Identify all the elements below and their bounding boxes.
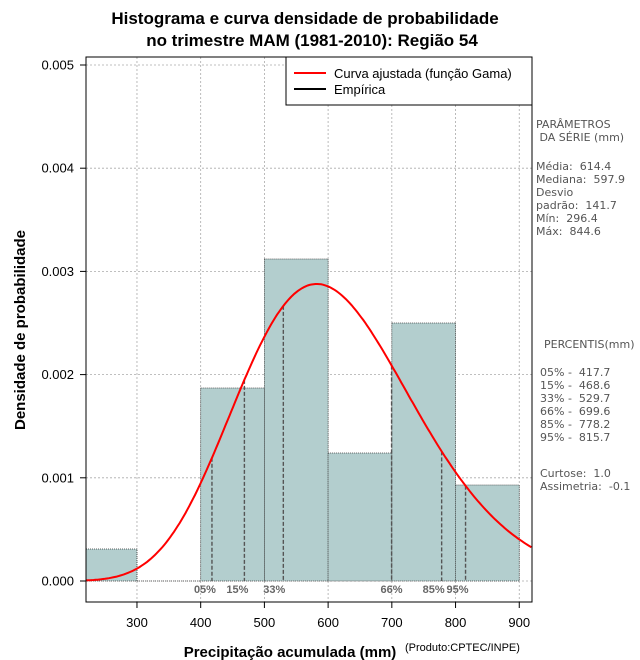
x-tick-label: 800: [445, 615, 467, 630]
stat-skewness: Assimetria: -0.1: [540, 480, 631, 493]
x-axis-label: Precipitação acumulada (mm): [184, 644, 397, 660]
x-tick-label: 700: [381, 615, 403, 630]
param-max: Máx: 844.6: [536, 225, 601, 238]
percentil-66: 66% - 699.6: [540, 405, 611, 418]
gamma-curve: [85, 283, 532, 582]
percentile-label: 15%: [226, 584, 248, 596]
y-axis-label: Densidade de probabilidade: [12, 230, 29, 430]
param-stddev-label: Desvio: [536, 186, 574, 199]
y-tick-label: 0.004: [41, 161, 74, 176]
histogram-bars: [85, 258, 520, 582]
y-tick-label: 0.002: [41, 367, 74, 382]
percentile-label: 95%: [447, 584, 469, 596]
legend: Curva ajustada (função Gama) Empírica: [285, 56, 533, 106]
x-tick-label: 900: [508, 615, 530, 630]
param-stddev: padrão: 141.7: [536, 199, 617, 212]
params-list: Média: 614.4 Mediana: 597.9 Desvio padrão: …: [536, 160, 625, 238]
percentis-title: PERCENTIS(mm): [544, 338, 635, 351]
percentile-label: 85%: [423, 584, 445, 596]
percentis-list: 05% - 417.7 15% - 468.6 33% - 529.7 66% - 6…: [540, 366, 610, 444]
percentile-lines: [211, 305, 467, 581]
legend-box: [285, 56, 533, 106]
histogram-bar: [85, 548, 138, 582]
y-tick-label: 0.000: [41, 574, 74, 589]
percentile-label: 66%: [381, 584, 403, 596]
credit-text: (Produto:CPTEC/INPE): [405, 642, 520, 654]
percentil-05: 05% - 417.7: [540, 366, 611, 379]
x-tick-label: 400: [190, 615, 212, 630]
params-title-line: PARÂMETROS: [536, 118, 611, 131]
legend-label-empirical: Empírica: [334, 82, 386, 97]
chart-title-line-2: no trimestre MAM (1981-2010): Região 54: [146, 31, 478, 50]
x-tick-label: 500: [254, 615, 276, 630]
percentile-label: 05%: [194, 584, 216, 596]
histogram-bar: [391, 322, 456, 582]
shape-stats: Curtose: 1.0 Assimetria: -0.1: [540, 467, 630, 493]
param-median: Mediana: 597.9: [536, 173, 625, 186]
percentil-15: 15% - 468.6: [540, 379, 611, 392]
param-mean: Média: 614.4: [536, 160, 612, 173]
y-axis: 0.000 0.001 0.002 0.003 0.004 0.005: [41, 58, 86, 589]
percentil-33: 33% - 529.7: [540, 392, 611, 405]
y-tick-label: 0.005: [41, 58, 74, 73]
percentile-label: 33%: [263, 584, 285, 596]
percentil-95: 95% - 815.7: [540, 431, 611, 444]
params-title: PARÂMETROS DA SÉRIE (mm): [536, 118, 624, 144]
params-title-line: DA SÉRIE (mm): [536, 131, 625, 144]
x-axis: 300 400 500 600 700 800 900: [126, 602, 530, 630]
stat-kurtosis: Curtose: 1.0: [540, 467, 611, 480]
x-tick-label: 600: [317, 615, 339, 630]
histogram-bar: [263, 258, 329, 582]
histogram-bar: [327, 452, 393, 582]
y-tick-label: 0.003: [41, 264, 74, 279]
chart-title-line-1: Histograma e curva densidade de probabil…: [111, 9, 498, 28]
legend-label-fit: Curva ajustada (função Gama): [334, 66, 512, 81]
x-tick-label: 300: [126, 615, 148, 630]
param-min: Mín: 296.4: [536, 212, 598, 225]
percentile-labels: 05% 15% 33% 66% 85% 95%: [194, 584, 469, 596]
percentil-85: 85% - 778.2: [540, 418, 611, 431]
histogram-bar: [200, 387, 265, 582]
y-tick-label: 0.001: [41, 470, 74, 485]
